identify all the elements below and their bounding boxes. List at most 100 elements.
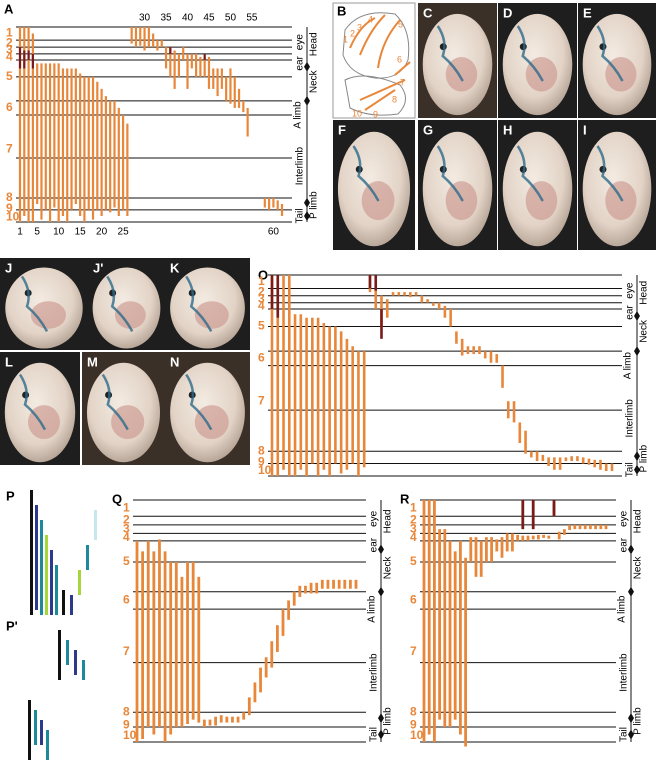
row-label: 7 [258,393,265,407]
row-label: 9 [410,718,417,732]
row-label: 6 [6,100,13,114]
stair [46,730,49,760]
belly [114,301,146,329]
belly [30,301,66,329]
row-label: 1 [123,500,130,514]
stair-plots [28,490,97,760]
column-tick: 45 [203,13,215,24]
stair [70,595,73,615]
row-label: 9 [258,454,265,468]
region-label: P limb [633,707,644,735]
row-label: 8 [258,443,265,457]
region-label: Head [383,509,394,533]
stain [352,145,380,202]
stain [106,275,134,332]
panel-label: I [583,122,587,137]
panel-label: O [258,267,268,282]
panel-label: D [503,5,512,20]
region-label: Interlimb [619,653,630,692]
panel-label: P [6,488,15,503]
column-tick: 40 [182,13,194,24]
region-label: ear [619,537,630,552]
stain [18,373,47,431]
region-label: Neck [633,556,644,580]
panel-label: N [170,354,179,369]
sketch-number: 1 [343,34,348,44]
region-marker [634,346,640,357]
region-label: A limb [367,595,378,623]
sketch-lines [349,14,411,111]
stair [74,650,77,675]
row-label: 4 [258,299,265,313]
panel-label: A [4,1,14,16]
sketch-number: 7 [400,77,405,87]
row-label: 2 [6,36,13,50]
belly [194,405,229,440]
column-tick: 35 [160,13,172,24]
region-marker [634,451,640,462]
row-label: 10 [6,209,20,223]
row-label: 10 [258,463,272,477]
stain [596,25,624,82]
row-label: 7 [410,644,417,658]
panel-label: L [5,354,13,369]
region-marker [628,544,634,555]
row-label: 5 [258,319,265,333]
row-label: 8 [123,704,130,718]
region-marker [304,197,310,208]
region-label: P limb [639,444,650,472]
row-label: 9 [123,718,130,732]
row-label: 1 [410,500,417,514]
column-tick: 60 [268,227,280,238]
belly [194,301,229,329]
region-label: eye [369,510,380,527]
row-label: 8 [410,704,417,718]
stair [40,720,43,745]
region-label: eye [625,282,636,299]
panel-label: J [5,260,12,275]
region-marker [634,310,640,321]
row-label: 3 [6,43,13,57]
region-label: Head [309,32,320,56]
sketch-number: 2 [350,28,355,38]
panel-label: P' [6,618,18,633]
panel-label: H [503,122,512,137]
panel-label: B [337,3,346,18]
region-label: ear [625,305,636,320]
panel-label: E [583,5,592,20]
stair [30,490,33,615]
region-marker [378,586,384,597]
region-label: A limb [623,352,634,380]
stair [78,570,81,595]
column-tick: 25 [118,227,130,238]
region-label: P limb [309,191,320,219]
sketch-number: 9 [373,109,378,119]
region-marker [304,61,310,72]
row-label: 6 [258,351,265,365]
region-label: Head [639,281,650,305]
column-tick: 55 [246,13,258,24]
row-label: 10 [123,728,137,742]
region-label: A limb [293,101,304,129]
row-label: 1 [258,274,265,288]
region-label: Tail [625,462,636,477]
stain [20,275,49,332]
column-tick: 5 [34,227,40,238]
stain [185,373,213,431]
stair [50,550,53,615]
row-label: 2 [410,513,417,527]
row-label: 5 [6,69,13,83]
column-tick: 1 [17,227,23,238]
row-label: 1 [6,26,13,40]
stair [62,590,65,615]
stair [34,710,37,745]
row-label: 5 [410,554,417,568]
stair [94,510,97,540]
region-label: A limb [617,595,628,623]
row-label: 7 [123,644,130,658]
stair [28,700,31,760]
sketch-number: 5 [398,19,403,29]
region-marker [378,713,384,724]
region-label: ear [295,55,306,70]
